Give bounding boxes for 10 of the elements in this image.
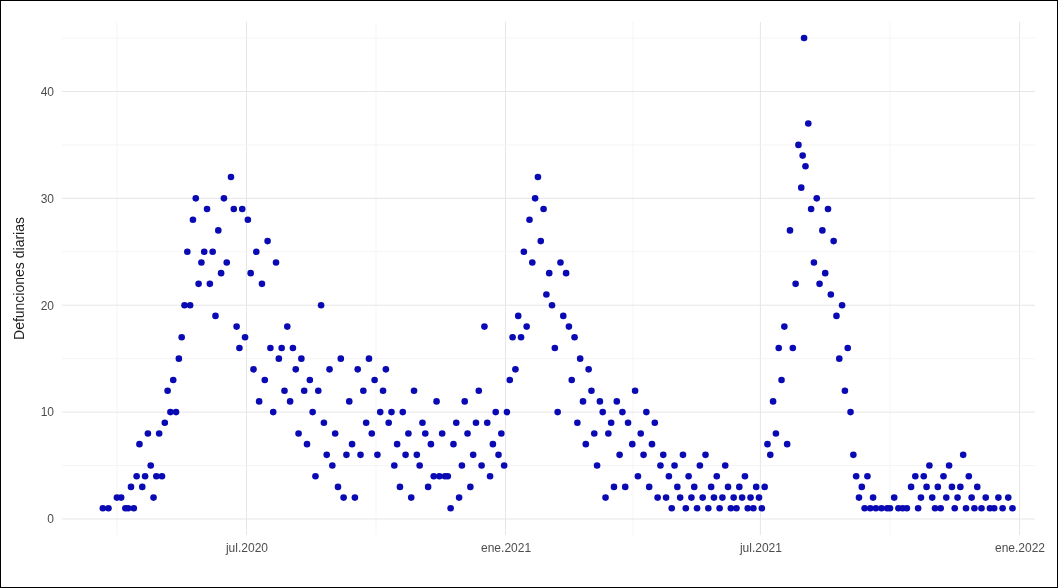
x-tick-label: jul.2021 [738, 540, 783, 555]
y-tick-label: 0 [47, 512, 55, 527]
x-tick-label: ene.2022 [994, 540, 1046, 555]
y-tick-label: 40 [40, 84, 55, 99]
y-tick-label: 20 [40, 298, 55, 313]
x-tick-label: ene.2021 [481, 540, 532, 555]
y-tick-label: 30 [40, 191, 55, 206]
y-tick-label: 10 [40, 405, 55, 420]
y-axis-title: Defunciones diarias [11, 217, 27, 340]
x-tick-label: jul.2020 [224, 540, 269, 555]
